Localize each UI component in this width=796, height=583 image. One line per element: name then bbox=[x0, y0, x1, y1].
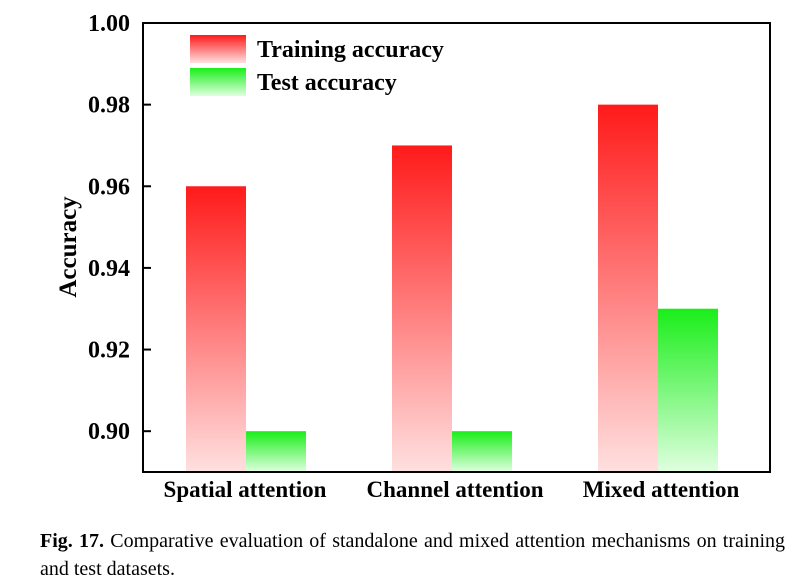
legend: Training accuracy Test accuracy bbox=[190, 35, 444, 96]
y-axis-title: Accuracy bbox=[55, 196, 82, 298]
training-bar-3 bbox=[598, 104, 658, 473]
axes-layer: 0.90 0.92 0.94 0.96 0.98 1.00 Accuracy Spatial … bbox=[55, 11, 771, 502]
y-tick-label: 0.92 bbox=[88, 338, 130, 364]
test-bar-2 bbox=[452, 431, 512, 472]
x-category-label: Spatial attention bbox=[164, 477, 327, 502]
test-legend-swatch bbox=[190, 68, 246, 96]
caption-text: Comparative evaluation of standalone and… bbox=[40, 530, 786, 580]
y-tick-label: 0.94 bbox=[88, 256, 130, 282]
training-bar-1 bbox=[186, 186, 246, 473]
training-legend-swatch bbox=[190, 35, 246, 63]
y-tick-label: 0.90 bbox=[88, 419, 130, 445]
training-legend-label: Training accuracy bbox=[257, 37, 444, 63]
plot-frame bbox=[142, 22, 771, 473]
y-tick-label: 0.98 bbox=[88, 93, 130, 119]
y-tick-label: 0.96 bbox=[88, 174, 130, 200]
training-bar-2 bbox=[392, 145, 452, 473]
test-bar-1 bbox=[246, 431, 306, 472]
x-category-label: Mixed attention bbox=[583, 477, 740, 502]
caption-label: Fig. 17. bbox=[40, 530, 105, 552]
y-tick-label: 1.00 bbox=[88, 11, 130, 37]
test-legend-label: Test accuracy bbox=[257, 70, 397, 96]
bars-layer bbox=[186, 104, 718, 473]
test-bar-3 bbox=[658, 308, 718, 472]
figure-caption: Fig. 17. Comparative evaluation of stand… bbox=[40, 527, 785, 583]
bar-chart: 0.90 0.92 0.94 0.96 0.98 1.00 Accuracy Spatial … bbox=[55, 11, 771, 502]
x-category-label: Channel attention bbox=[367, 477, 544, 502]
